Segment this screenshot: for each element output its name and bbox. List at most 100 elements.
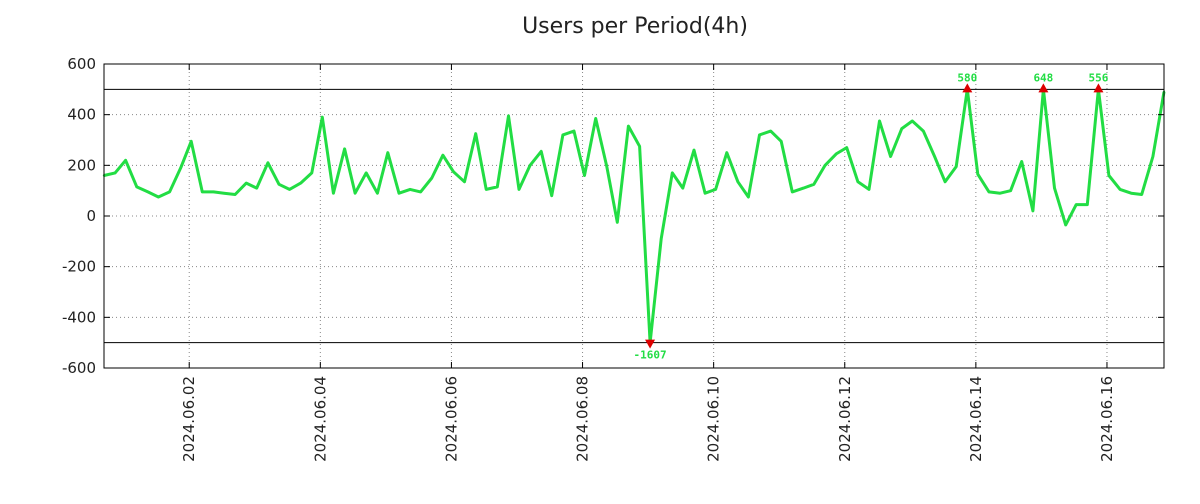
x-tick-label: 2024.06.14 [967,376,985,462]
data-point [540,150,543,153]
data-point [266,161,270,164]
data-point [671,171,674,175]
x-tick-label: 2024.06.08 [574,376,592,462]
data-point [998,192,1002,195]
data-point [528,164,532,167]
data-point [1009,189,1012,192]
data-point [845,146,848,149]
data-point [332,192,335,195]
data-point [725,151,728,154]
data-point [856,180,860,183]
data-point [343,147,346,151]
data-point [594,117,597,120]
data-point [954,165,958,168]
data-point [146,190,150,194]
data-point [660,237,663,240]
data-point [1130,192,1133,195]
peak-marker-down [645,339,656,349]
data-point [703,192,707,195]
data-point [823,164,827,167]
data-point [1031,209,1035,213]
data-point [179,166,182,170]
y-tick-label: 400 [67,106,96,124]
data-point [441,154,445,157]
data-point [1086,203,1089,206]
data-point [1107,174,1111,177]
data-point [321,116,324,119]
data-point [222,192,226,195]
chart-title: Users per Period(4h) [522,14,748,39]
data-point [987,190,991,194]
data-point [376,192,379,195]
data-point [1064,223,1067,227]
data-point [747,195,750,199]
data-point [299,181,302,185]
peak-label: 580 [957,71,977,84]
data-point [397,192,401,195]
x-tick-label: 2024.06.12 [836,376,854,462]
data-point [1118,188,1122,191]
data-point [835,152,838,156]
x-tick-label: 2024.06.16 [1098,376,1116,462]
data-point [867,188,871,191]
data-point [976,173,980,176]
data-point [681,186,685,190]
axis-layer: 600 400 200 0 -200 -400 -600 2024.06.02 2024.06.… [62,55,1165,462]
data-point [900,127,903,130]
data-point [288,188,291,191]
data-point [922,129,925,133]
plot-frame [103,63,1165,369]
data-point [802,186,805,190]
peak-markers: 580 648 556 -1607 [633,71,1108,361]
data-point [277,183,281,186]
data-point [124,159,127,162]
y-tick-label: 600 [67,55,96,73]
x-tick-label: 2024.06.06 [442,376,460,462]
data-point [245,181,248,185]
data-point [474,132,477,135]
data-point [1140,193,1143,196]
data-point [812,183,816,186]
data-point [714,188,717,191]
data-point [758,133,761,137]
data-point [1020,160,1023,163]
series-layer [102,87,1166,345]
peak-label: 648 [1033,71,1053,84]
data-point [212,190,215,194]
peak-label: -1607 [633,349,666,362]
data-point [386,151,390,154]
data-point [736,180,740,183]
y-tick-label: -400 [62,308,96,326]
data-point [1074,203,1078,206]
peak-label: 556 [1089,71,1109,84]
data-point [113,171,117,175]
data-point [911,119,914,123]
data-point [430,176,433,180]
data-point [889,155,892,158]
data-point [550,194,553,197]
data-point [168,190,171,194]
data-point [1053,186,1056,190]
data-point [1151,155,1155,158]
y-tick-label: 200 [67,156,96,174]
data-point [616,221,619,224]
data-point [878,119,881,123]
peak-marker-up [962,83,973,93]
x-tick-label: 2024.06.02 [180,376,198,462]
y-tick-label: -600 [62,359,96,377]
data-point [201,190,204,194]
x-tick-label: 2024.06.04 [311,376,329,462]
data-point [419,190,422,194]
data-point [791,190,794,194]
data-point [135,185,138,189]
data-point [496,185,499,189]
data-point [189,140,193,143]
data-point [233,193,237,196]
data-point [484,188,488,191]
data-point [769,129,772,133]
limit-lines [104,88,1164,344]
y-tick-label: -200 [62,258,96,276]
peak-marker-up [1093,83,1104,93]
data-point [353,192,357,195]
